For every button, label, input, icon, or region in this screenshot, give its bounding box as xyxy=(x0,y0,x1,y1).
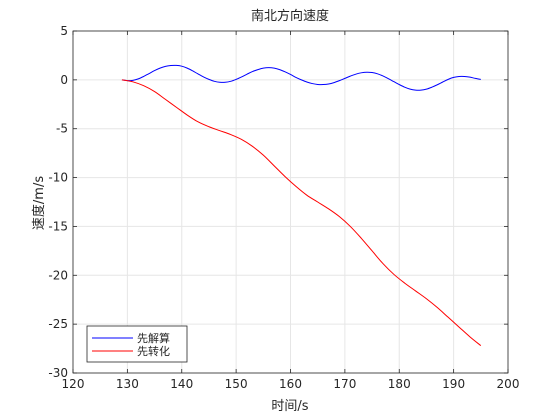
legend: 先解算 先转化 xyxy=(86,325,188,363)
legend-box xyxy=(86,325,188,363)
y-tick-label: -20 xyxy=(48,268,68,282)
y-tick-label: -30 xyxy=(48,366,68,380)
y-tick-labels: 5 0 -5 -10 -15 -20 -25 -30 xyxy=(48,24,68,380)
legend-label-series-2: 先转化 xyxy=(137,344,170,358)
y-tick-label: -15 xyxy=(48,219,68,233)
x-tick-label: 160 xyxy=(279,377,302,391)
y-tick-label: -25 xyxy=(48,317,68,331)
ticks xyxy=(72,30,509,374)
x-tick-label: 190 xyxy=(442,377,465,391)
y-tick-label: -10 xyxy=(48,171,68,185)
plot-area: 120 130 140 150 160 170 180 190 200 5 0 -5 -10 -15 -2… xyxy=(48,24,519,391)
x-axis-label: 时间/s xyxy=(271,399,308,414)
y-tick-label: 5 xyxy=(60,24,68,38)
x-tick-label: 200 xyxy=(497,377,520,391)
x-tick-labels: 120 130 140 150 160 170 180 190 200 xyxy=(62,377,520,391)
y-tick-label: -5 xyxy=(56,122,68,136)
y-axis-label: 速度/m/s xyxy=(31,176,47,230)
x-tick-label: 140 xyxy=(170,377,193,391)
series-line-1 xyxy=(121,64,481,91)
x-tick-label: 170 xyxy=(333,377,356,391)
series-line-2 xyxy=(121,79,482,347)
y-tick-label: 0 xyxy=(60,73,68,87)
x-tick-label: 150 xyxy=(225,377,248,391)
chart-title: 南北方向速度 xyxy=(251,8,329,24)
x-tick-label: 130 xyxy=(116,377,139,391)
series-layer xyxy=(121,64,482,347)
legend-label-series-1: 先解算 xyxy=(137,331,170,345)
x-tick-label: 120 xyxy=(62,377,85,391)
x-tick-label: 180 xyxy=(388,377,411,391)
